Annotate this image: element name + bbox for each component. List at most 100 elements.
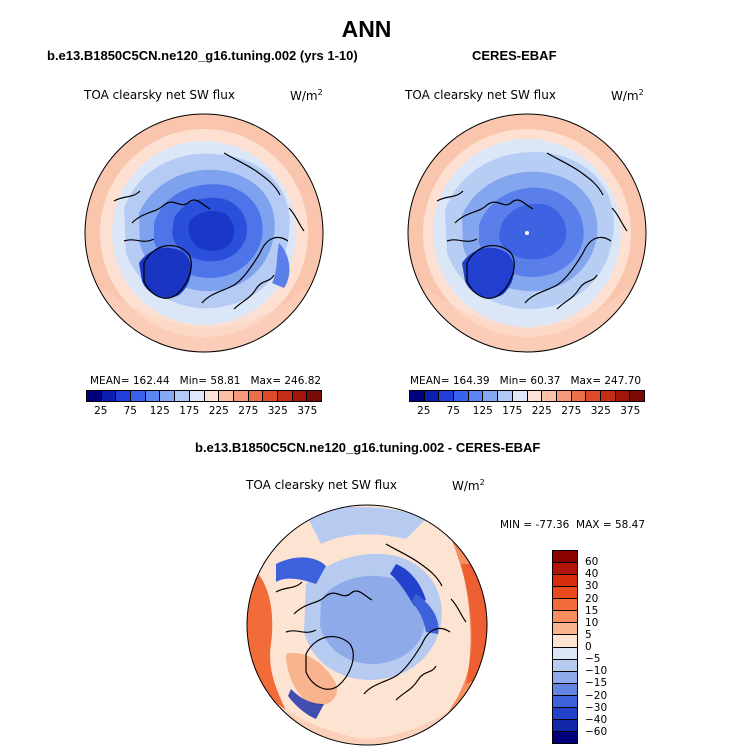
diff-colorbar-box <box>553 707 577 720</box>
model-colorbar-tick-label: 25 <box>94 405 108 417</box>
model-colorbar-box <box>175 391 190 401</box>
diff-colorbar-box <box>553 575 577 588</box>
diff-colorbar-box <box>553 551 577 564</box>
diff-colorbar-box <box>553 647 577 660</box>
diff-colorbar-tick-label: 30 <box>585 580 599 593</box>
model-colorbar-box <box>145 391 161 401</box>
model-colorbar-box <box>248 391 264 401</box>
obs-colorbar-ticks: 25 75 125 175 225 275 325 375 <box>409 405 645 419</box>
model-colorbar-box <box>87 391 102 401</box>
model-colorbar-tick-label: 375 <box>297 405 318 417</box>
diff-colorbar-tick-label: −5 <box>585 653 601 666</box>
obs-colorbar-tick-label: 25 <box>417 405 431 417</box>
diff-stats: MIN = -77.36 MAX = 58.47 <box>500 519 646 531</box>
model-stats: MEAN= 162.44 Min= 58.81 Max= 246.82 <box>90 375 322 387</box>
obs-colorbar-box <box>483 391 499 401</box>
obs-colorbar-tick-label: 375 <box>620 405 641 417</box>
obs-stats: MEAN= 164.39 Min= 60.37 Max= 247.70 <box>410 375 642 387</box>
model-colorbar-tick-label: 325 <box>267 405 288 417</box>
diff-colorbar-box <box>553 587 577 600</box>
diff-colorbar-tick-label: 10 <box>585 616 599 629</box>
diff-colorbar-tick-label: 15 <box>585 604 599 617</box>
diff-colorbar-tick-label: 60 <box>585 556 599 569</box>
diff-colorbar-tick-label: 0 <box>585 641 592 653</box>
model-colorbar-tick-label: 175 <box>179 405 200 417</box>
diff-colorbar-box <box>553 563 577 576</box>
obs-colorbar-tick-label: 75 <box>446 405 460 417</box>
obs-colorbar-box <box>556 391 572 401</box>
model-colorbar-box <box>292 391 308 401</box>
diff-colorbar-box <box>553 671 577 684</box>
diff-colorbar-box <box>553 731 577 743</box>
model-colorbar-box <box>160 391 176 401</box>
model-panel-title: b.e13.B1850C5CN.ne120_g16.tuning.002 (yr… <box>47 48 358 63</box>
model-colorbar-tick-label: 75 <box>123 405 137 417</box>
obs-colorbar-box <box>498 391 513 401</box>
obs-variable-label: TOA clearsky net SW flux <box>405 88 556 102</box>
obs-colorbar-box <box>454 391 469 401</box>
diff-panel-title: b.e13.B1850C5CN.ne120_g16.tuning.002 - C… <box>195 440 541 455</box>
diff-colorbar-tick-label: −30 <box>585 701 608 714</box>
obs-colorbar-box <box>615 391 631 401</box>
diff-colorbar <box>552 550 578 744</box>
obs-colorbar-box <box>424 391 440 401</box>
diff-colorbar-tick-label: −15 <box>585 677 608 690</box>
diff-colorbar-box <box>553 695 577 708</box>
model-units-label: W/m2 <box>290 88 323 103</box>
model-colorbar <box>86 390 322 402</box>
diff-colorbar-ticks: 60 40 30 20 15 10 5 0 −5 −10 −15 −20 −30 −40 −60 <box>585 550 625 744</box>
obs-colorbar-box <box>571 391 587 401</box>
model-polar-map <box>84 113 324 353</box>
model-colorbar-box <box>116 391 132 401</box>
obs-polar-map <box>407 113 647 353</box>
model-colorbar-tick-label: 275 <box>238 405 259 417</box>
diff-variable-label: TOA clearsky net SW flux <box>246 478 397 492</box>
diff-colorbar-box <box>553 683 577 696</box>
diff-colorbar-box <box>553 599 577 612</box>
diff-colorbar-box <box>553 635 577 648</box>
model-colorbar-box <box>263 391 278 401</box>
model-colorbar-box <box>204 391 220 401</box>
obs-colorbar-box <box>630 391 644 401</box>
obs-colorbar-tick-label: 175 <box>502 405 523 417</box>
diff-colorbar-box <box>553 659 577 672</box>
model-colorbar-box <box>233 391 249 401</box>
obs-colorbar-tick-label: 275 <box>561 405 582 417</box>
model-colorbar-tick-label: 225 <box>208 405 229 417</box>
diff-colorbar-tick-label: −20 <box>585 689 608 702</box>
obs-colorbar-box <box>410 391 425 401</box>
obs-colorbar-box <box>468 391 484 401</box>
obs-colorbar-box <box>439 391 455 401</box>
diff-polar-map <box>246 504 488 746</box>
diff-units-label: W/m2 <box>452 478 485 493</box>
model-variable-label: TOA clearsky net SW flux <box>84 88 235 102</box>
model-colorbar-box <box>307 391 321 401</box>
obs-colorbar-tick-label: 125 <box>472 405 493 417</box>
model-colorbar-box <box>101 391 117 401</box>
model-colorbar-box <box>277 391 293 401</box>
diff-colorbar-tick-label: 20 <box>585 592 599 605</box>
obs-colorbar-box <box>542 391 557 401</box>
figure-title: ANN <box>341 16 392 42</box>
obs-colorbar-tick-label: 325 <box>590 405 611 417</box>
obs-units-label: W/m2 <box>611 88 644 103</box>
obs-colorbar-box <box>586 391 601 401</box>
obs-panel-title: CERES-EBAF <box>472 48 557 63</box>
obs-colorbar-box <box>527 391 543 401</box>
model-colorbar-ticks: 25 75 125 175 225 275 325 375 <box>86 405 322 419</box>
obs-colorbar <box>409 390 645 402</box>
diff-colorbar-tick-label: −40 <box>585 713 608 726</box>
model-colorbar-box <box>219 391 234 401</box>
diff-colorbar-tick-label: −10 <box>585 665 608 678</box>
obs-colorbar-box <box>600 391 616 401</box>
diff-colorbar-tick-label: 40 <box>585 568 599 581</box>
model-colorbar-box <box>189 391 205 401</box>
model-colorbar-box <box>131 391 146 401</box>
diff-colorbar-tick-label: −60 <box>585 725 608 738</box>
model-colorbar-tick-label: 125 <box>149 405 170 417</box>
obs-colorbar-tick-label: 225 <box>531 405 552 417</box>
obs-colorbar-box <box>512 391 528 401</box>
diff-colorbar-box <box>553 623 577 636</box>
diff-colorbar-box <box>553 719 577 732</box>
